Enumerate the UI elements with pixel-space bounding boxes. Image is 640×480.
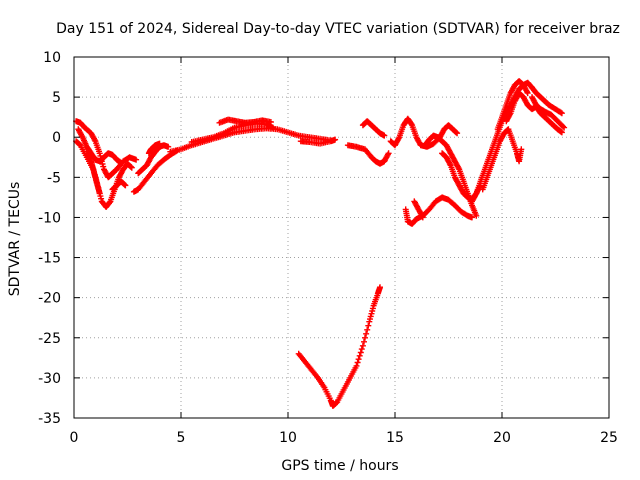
data-point [558,129,565,136]
y-tick-label: -10 [38,210,61,226]
y-tick-label: -35 [38,411,61,427]
grid-lines [74,57,609,418]
data-point [358,346,365,353]
data-point [270,124,276,131]
x-tick-label: 20 [493,430,511,446]
chart-title: Day 151 of 2024, Sidereal Day-to-day VTE… [56,21,620,37]
y-tick-label: 5 [52,90,61,106]
data-point [364,326,371,333]
data-point [473,212,480,219]
data-point [133,156,140,163]
y-tick-label: -15 [38,251,61,267]
x-tick-label: 10 [279,430,297,446]
axis-ticks [73,56,610,419]
plot-frame [73,56,610,419]
data-point [354,359,361,366]
data-point [332,136,339,143]
data-point [469,214,475,221]
y-tick-label: -25 [38,331,61,347]
data-point [362,334,368,341]
data-point [361,338,367,345]
x-tick-label: 0 [70,430,79,446]
data-point [355,356,362,363]
tick-labels: 0 5 10 15 20 25 10 5 0 -5 -10 -15 -20 -25 -30 -35 [38,50,618,446]
y-tick-label: 0 [52,130,61,146]
data-point [558,110,565,117]
data-point [359,342,366,349]
x-tick-label: 15 [386,430,404,446]
data-point [561,124,568,131]
data-point [363,330,370,337]
y-tick-label: -20 [38,291,61,307]
data-point [156,140,163,147]
data-point [122,182,129,189]
data-point [524,90,531,97]
data-point [118,159,125,166]
y-tick-label: 10 [43,50,61,66]
data-point [356,352,363,359]
data-points [73,78,568,409]
data-point [267,119,274,125]
data-point [128,164,135,171]
x-tick-label: 25 [600,430,618,446]
data-point [165,143,172,150]
y-tick-label: -5 [47,170,61,186]
data-point [381,132,388,139]
data-point [96,190,103,197]
x-tick-label: 5 [177,430,186,446]
x-axis-label: GPS time / hours [281,458,398,474]
data-point [385,150,392,157]
data-point [357,349,364,356]
data-point [518,146,525,153]
data-point [560,123,566,130]
data-point [377,284,383,291]
data-point [365,322,372,329]
data-point [419,214,426,221]
y-axis-label: SDTVAR / TECUs [7,182,23,297]
y-tick-label: -30 [38,371,61,387]
data-point [353,362,360,369]
data-point [454,130,461,137]
